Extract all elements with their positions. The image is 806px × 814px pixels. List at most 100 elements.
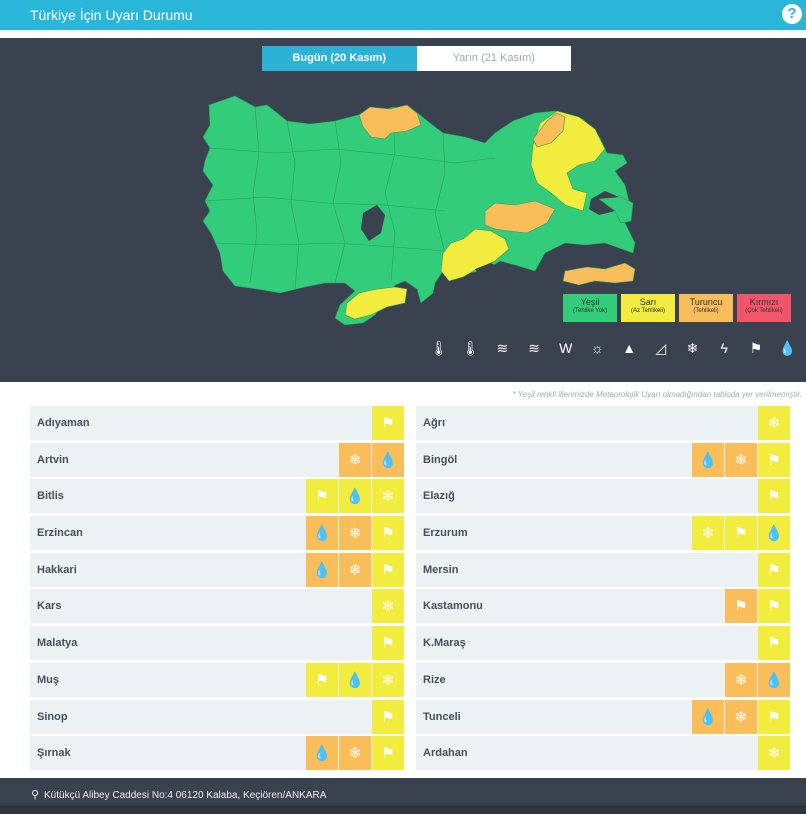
legend-orange: Turuncu (Tehlikeli) — [679, 294, 733, 322]
snow-melt-icon[interactable]: ☼ — [591, 340, 604, 356]
map-orange-southeast[interactable] — [562, 262, 636, 286]
rain-alert-icon[interactable]: 💧 — [758, 662, 790, 697]
snow-alert-icon[interactable]: ❄ — [725, 442, 757, 477]
province-row[interactable]: Elazığ ⚑ — [416, 479, 790, 514]
map-yellow-south[interactable] — [344, 286, 408, 320]
wind-alert-icon[interactable]: ⚑ — [372, 736, 404, 771]
dust-icon[interactable]: ≋ — [528, 340, 540, 356]
map-orange-northeast[interactable] — [532, 112, 566, 148]
turkey-warning-map[interactable] — [195, 93, 645, 338]
snow-alert-icon[interactable]: ❄ — [372, 479, 404, 514]
snow-icon[interactable]: ❄ — [686, 340, 699, 356]
snow-alert-icon[interactable]: ❄ — [758, 736, 790, 771]
province-row[interactable]: Hakkari 💧 ❄ ⚑ — [30, 552, 404, 587]
wind-alert-icon[interactable]: ⚑ — [725, 589, 757, 624]
legend-orange-desc: (Tehlikeli) — [693, 308, 719, 314]
tab-today[interactable]: Bugün (20 Kasım) — [262, 46, 417, 71]
province-row[interactable]: Muş ⚑ 💧 ❄ — [30, 662, 404, 697]
wind-alert-icon[interactable]: ⚑ — [758, 442, 790, 477]
wind-alert-icon[interactable]: ⚑ — [372, 699, 404, 734]
province-row[interactable]: Erzurum ❄ ⚑ 💧 — [416, 516, 790, 551]
wind-alert-icon[interactable]: ⚑ — [372, 516, 404, 551]
ice-icon[interactable]: ▲ — [622, 340, 637, 356]
wind-alert-icon[interactable]: ⚑ — [306, 662, 338, 697]
help-icon[interactable]: ? — [782, 4, 802, 24]
wind-alert-icon[interactable]: ⚑ — [372, 406, 404, 440]
rain-alert-icon[interactable]: 💧 — [306, 516, 338, 551]
province-row[interactable]: Sinop ⚑ — [30, 699, 404, 734]
snow-alert-icon[interactable]: ❄ — [339, 516, 371, 551]
snow-alert-icon[interactable]: ❄ — [339, 442, 371, 477]
map-orange-north[interactable] — [358, 104, 422, 140]
rain-alert-icon[interactable]: 💧 — [692, 699, 724, 734]
province-row[interactable]: Bitlis ⚑ 💧 ❄ — [30, 479, 404, 514]
map-green-region[interactable] — [202, 95, 636, 326]
legend-red-name: Kırmızı — [749, 297, 779, 307]
province-row[interactable]: Kastamonu ⚑ ⚑ — [416, 589, 790, 624]
legend-green-desc: (Tehlike Yok) — [572, 308, 608, 314]
rain-alert-icon[interactable]: 💧 — [306, 552, 338, 587]
wind-icon[interactable]: ⚑ — [749, 340, 763, 356]
thunder-icon[interactable]: ϟ — [720, 340, 728, 356]
province-name: Artvin — [37, 453, 69, 466]
footer-stripe — [0, 805, 806, 814]
province-row[interactable]: Ardahan ❄ — [416, 736, 790, 771]
snow-alert-icon[interactable]: ❄ — [339, 552, 371, 587]
landslide-icon[interactable]: ◿ — [655, 340, 667, 356]
province-name: Bitlis — [37, 490, 64, 503]
alert-icons: ⚑ — [758, 626, 790, 661]
wind-alert-icon[interactable]: ⚑ — [306, 479, 338, 514]
snow-alert-icon[interactable]: ❄ — [339, 736, 371, 771]
province-row[interactable]: Ağrı ❄ — [416, 406, 790, 440]
hot-thermometer-icon[interactable]: 🌡 — [461, 340, 480, 356]
alert-icons: 💧 ❄ ⚑ — [306, 552, 404, 587]
snow-alert-icon[interactable]: ❄ — [758, 406, 790, 440]
map-green-east-tip[interactable] — [598, 196, 634, 224]
snow-alert-icon[interactable]: ❄ — [372, 589, 404, 624]
province-row[interactable]: K.Maraş ⚑ — [416, 626, 790, 661]
province-row[interactable]: Kars ❄ — [30, 589, 404, 624]
rain-alert-icon[interactable]: 💧 — [372, 442, 404, 477]
province-row[interactable]: Rize ❄ 💧 — [416, 662, 790, 697]
rain-alert-icon[interactable]: 💧 — [758, 516, 790, 551]
fog-icon[interactable]: ≋ — [496, 340, 509, 356]
snow-alert-icon[interactable]: ❄ — [725, 699, 757, 734]
wind-alert-icon[interactable]: ⚑ — [758, 552, 790, 587]
map-dark-patch — [475, 263, 503, 279]
page-title: Türkiye İçin Uyarı Durumu — [30, 7, 193, 23]
wind-alert-icon[interactable]: ⚑ — [372, 626, 404, 661]
location-pin-icon: ⚲ — [31, 789, 40, 801]
wind-alert-icon[interactable]: ⚑ — [758, 626, 790, 661]
province-row[interactable]: Artvin ❄ 💧 — [30, 442, 404, 477]
rain-alert-icon[interactable]: 💧 — [339, 662, 371, 697]
province-row[interactable]: Malatya ⚑ — [30, 626, 404, 661]
province-row[interactable]: Tunceli 💧 ❄ ⚑ — [416, 699, 790, 734]
map-yellow-center[interactable] — [440, 228, 510, 282]
wind-alert-icon[interactable]: ⚑ — [758, 479, 790, 514]
rain-alert-icon[interactable]: 💧 — [692, 442, 724, 477]
rain-alert-icon[interactable]: 💧 — [339, 479, 371, 514]
wind-alert-icon[interactable]: ⚑ — [758, 589, 790, 624]
rain-alert-icon[interactable]: 💧 — [306, 736, 338, 771]
footer-address: Kütükçü Alibey Caddesi No:4 06120 Kalaba… — [44, 790, 327, 801]
tab-tomorrow[interactable]: Yarın (21 Kasım) — [416, 46, 571, 71]
wind-alert-icon[interactable]: ⚑ — [372, 552, 404, 587]
map-orange-center[interactable] — [484, 200, 556, 234]
wind-alert-icon[interactable]: ⚑ — [725, 516, 757, 551]
snow-alert-icon[interactable]: ❄ — [372, 662, 404, 697]
footer: ⚲ Kütükçü Alibey Caddesi No:4 06120 Kala… — [0, 778, 806, 814]
province-row[interactable]: Erzincan 💧 ❄ ⚑ — [30, 516, 404, 551]
snow-alert-icon[interactable]: ❄ — [725, 662, 757, 697]
province-row[interactable]: Adıyaman ⚑ — [30, 406, 404, 440]
avalanche-icon[interactable]: W — [559, 340, 573, 356]
alert-icons: ❄ — [372, 589, 404, 624]
province-row[interactable]: Şırnak 💧 ❄ ⚑ — [30, 736, 404, 771]
alert-icons: ⚑ — [372, 406, 404, 440]
wind-alert-icon[interactable]: ⚑ — [758, 699, 790, 734]
snow-alert-icon[interactable]: ❄ — [692, 516, 724, 551]
rain-icon[interactable]: 💧 — [778, 340, 797, 356]
cold-thermometer-icon[interactable]: 🌡 — [430, 340, 448, 356]
province-borders — [204, 106, 496, 290]
province-row[interactable]: Bingöl 💧 ❄ ⚑ — [416, 442, 790, 477]
province-row[interactable]: Mersin ⚑ — [416, 552, 790, 587]
